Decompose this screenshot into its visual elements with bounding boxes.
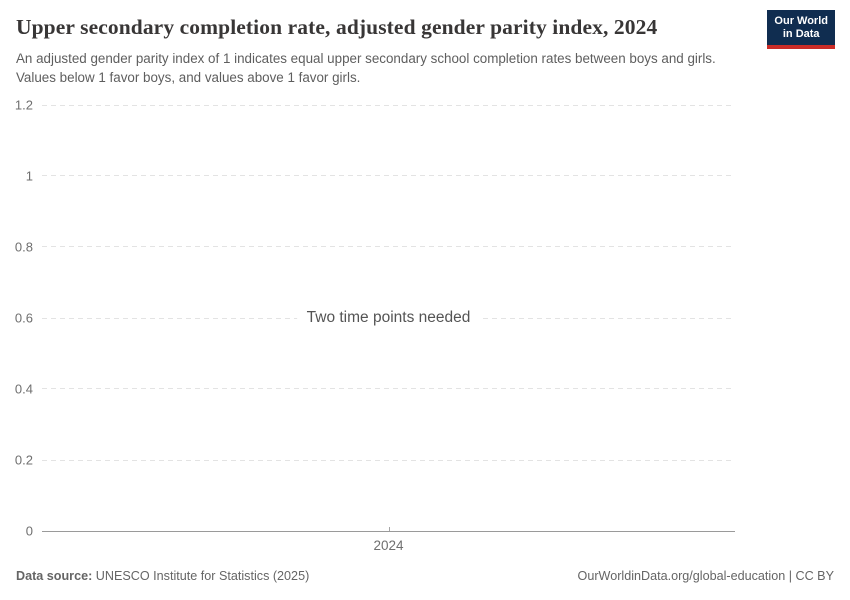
y-axis-tick-label: 0.4 (14, 381, 33, 397)
chart-subtitle: An adjusted gender parity index of 1 ind… (16, 51, 716, 86)
y-axis-tick-label: 0.8 (14, 239, 33, 255)
x-axis-tick-label: 2024 (373, 538, 404, 553)
y-axis-tick-label: 0.6 (14, 310, 33, 326)
plot-area: Two time points needed 2024 0 0.2 0.4 0.6 0.… (15, 98, 735, 553)
x-axis-line (42, 530, 735, 532)
gridline (42, 175, 735, 177)
chart-footer: Data source: UNESCO Institute for Statis… (16, 569, 834, 583)
y-axis-tick-label: 1 (25, 168, 33, 184)
x-axis-tick (388, 527, 390, 532)
gridline (42, 388, 735, 390)
data-source: Data source: UNESCO Institute for Statis… (16, 569, 309, 583)
chart-title: Upper secondary completion rate, adjuste… (16, 15, 658, 39)
owid-logo-line2: in Data (782, 28, 820, 41)
data-source-value: UNESCO Institute for Statistics (2025) (95, 569, 310, 583)
owid-link[interactable]: OurWorldinData.org/global-education | CC… (577, 569, 834, 583)
y-axis-tick-label: 0.2 (14, 452, 33, 468)
y-axis-tick-label: 1.2 (14, 97, 33, 113)
gridline (42, 459, 735, 461)
owid-logo-line1: Our World (774, 15, 828, 27)
gridline (42, 246, 735, 248)
gridline (42, 104, 735, 106)
chart-message: Two time points needed (296, 307, 481, 329)
data-source-label: Data source: (16, 569, 93, 583)
y-axis-tick-label: 0 (25, 523, 33, 539)
owid-logo[interactable]: Our World in Data (767, 10, 835, 50)
